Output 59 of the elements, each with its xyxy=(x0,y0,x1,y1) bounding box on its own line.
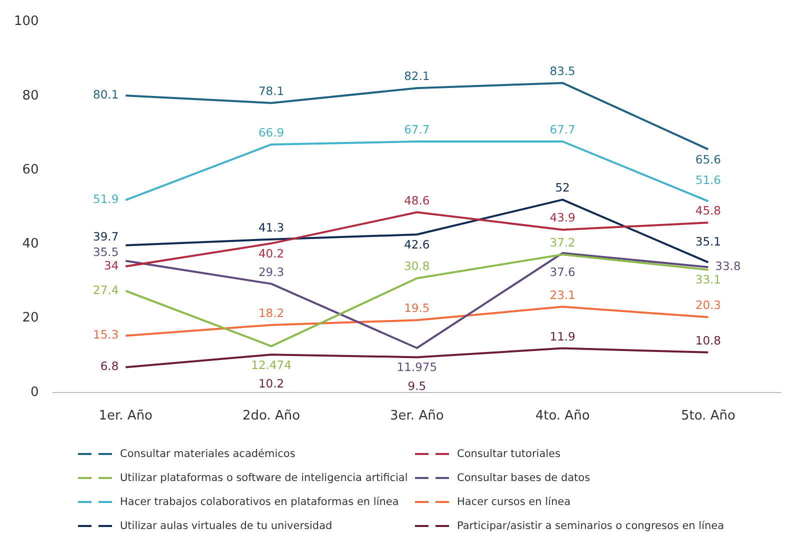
x-tick-label: 2do. Año xyxy=(242,408,300,424)
data-label: 9.5 xyxy=(408,379,426,394)
data-label: 33.8 xyxy=(715,259,741,274)
data-label: 43.9 xyxy=(550,210,576,225)
y-tick-label: 0 xyxy=(30,384,39,400)
data-label: 34 xyxy=(104,258,119,272)
data-label: 37.2 xyxy=(550,236,576,250)
data-label: 29.3 xyxy=(258,264,284,279)
x-tick-label: 5to. Año xyxy=(680,408,736,424)
data-label: 11.975 xyxy=(396,360,438,374)
data-label: 42.6 xyxy=(404,238,430,252)
data-label: 39.7 xyxy=(93,229,119,244)
y-tick-label: 60 xyxy=(22,162,39,178)
legend-label: Utilizar aulas virtuales de tu universidad xyxy=(120,520,332,532)
y-tick-label: 20 xyxy=(22,310,39,326)
data-label: 35.1 xyxy=(695,234,721,248)
data-label: 48.6 xyxy=(404,193,430,208)
data-label: 11.9 xyxy=(550,329,576,344)
legend-label: Utilizar plataformas o software de inteligencia artificial xyxy=(120,472,408,484)
data-label: 10.2 xyxy=(258,376,284,391)
legend-label: Consultar bases de datos xyxy=(457,472,590,484)
legend-label: Consultar tutoriales xyxy=(457,448,560,460)
data-label: 40.2 xyxy=(258,246,284,260)
data-label: 66.9 xyxy=(258,125,284,140)
legend-label: Consultar materiales académicos xyxy=(120,448,296,460)
data-label: 51.6 xyxy=(695,173,721,188)
data-label: 83.5 xyxy=(550,64,576,78)
data-label: 18.2 xyxy=(258,306,284,320)
x-tick-label: 3er. Año xyxy=(390,408,444,424)
data-label: 35.5 xyxy=(93,244,119,259)
data-label: 82.1 xyxy=(404,69,430,84)
y-tick-label: 40 xyxy=(22,236,39,252)
data-label: 45.8 xyxy=(695,204,721,218)
data-label: 20.3 xyxy=(695,298,721,312)
data-label: 80.1 xyxy=(93,88,119,102)
data-label: 27.4 xyxy=(93,282,119,297)
data-label: 10.8 xyxy=(695,333,721,348)
data-label: 41.3 xyxy=(258,220,284,234)
data-label: 51.9 xyxy=(93,192,119,206)
data-label: 23.1 xyxy=(550,288,576,302)
legend-label: Hacer cursos en línea xyxy=(457,496,571,508)
data-label: 65.6 xyxy=(695,152,721,166)
data-label: 33.1 xyxy=(695,272,721,287)
x-tick-label: 4to. Año xyxy=(535,408,590,424)
x-tick-label: 1er. Año xyxy=(98,408,153,424)
data-label: 67.7 xyxy=(404,122,430,136)
legend-label: Hacer trabajos colaborativos en plataformas en línea xyxy=(120,496,399,508)
data-label: 19.5 xyxy=(404,301,430,316)
data-label: 15.3 xyxy=(93,328,119,342)
data-label: 6.8 xyxy=(100,359,119,374)
data-label: 12.474 xyxy=(251,358,292,372)
y-tick-label: 80 xyxy=(22,88,39,104)
data-label: 37.6 xyxy=(550,265,576,280)
legend-label: Participar/asistir a seminarios o congresos en línea xyxy=(457,520,724,532)
data-label: 30.8 xyxy=(404,259,430,274)
y-tick-label: 100 xyxy=(14,14,39,30)
data-label: 52 xyxy=(555,180,570,195)
data-label: 78.1 xyxy=(258,84,284,98)
data-label: 67.7 xyxy=(550,122,576,136)
